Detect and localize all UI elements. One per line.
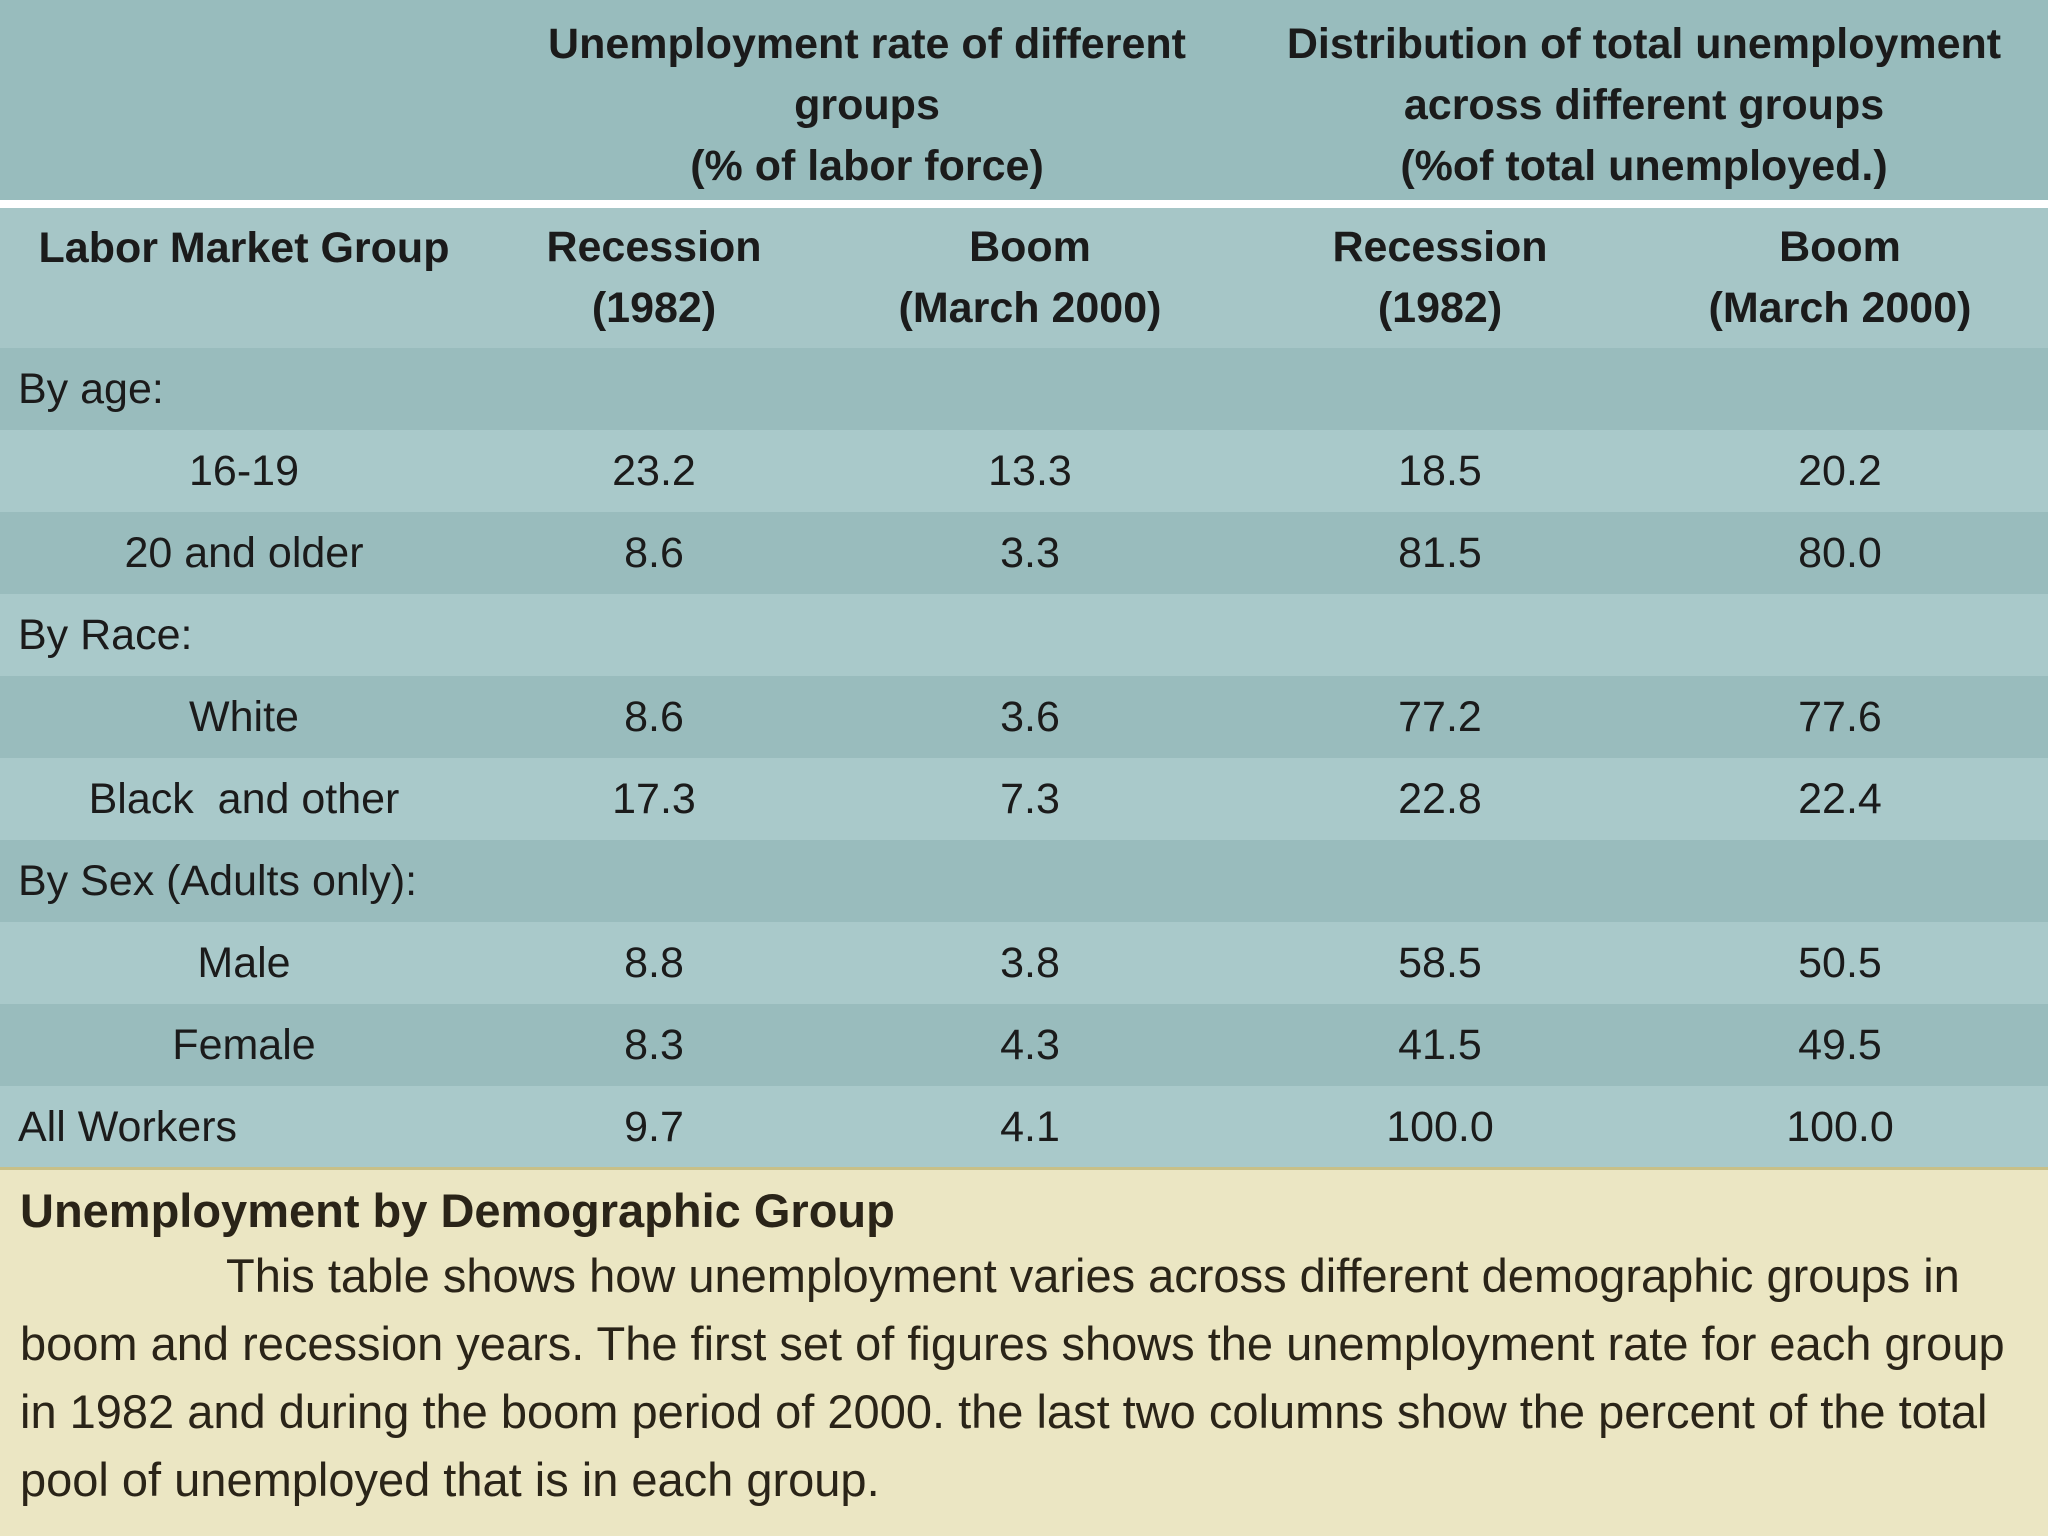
cell-distribution-boom: 20.2 — [1798, 446, 1882, 495]
cell-rate-recession: 8.6 — [624, 528, 684, 577]
cell-rate-recession: 8.3 — [624, 1020, 684, 1069]
cell-distribution-boom: 80.0 — [1798, 528, 1882, 577]
cell-rate-recession: 17.3 — [612, 774, 696, 823]
row-label: Black and other — [88, 774, 400, 823]
section-label: By Race: — [18, 610, 193, 659]
unemployment-table: Unemployment rate of different groups (%… — [0, 0, 2048, 1168]
row-label: White — [189, 692, 299, 741]
section-label: By Sex (Adults only): — [18, 856, 418, 905]
table-row: 16-19 23.2 13.3 18.5 20.2 — [0, 430, 2048, 512]
table-row: 20 and older 8.6 3.3 81.5 80.0 — [0, 512, 2048, 594]
cell-distribution-recession: 58.5 — [1398, 938, 1482, 987]
group-header-distribution: Distribution of total unemployment acros… — [1286, 19, 2002, 190]
cell-rate-recession: 8.6 — [624, 692, 684, 741]
cell-distribution-recession: 81.5 — [1398, 528, 1482, 577]
cell-distribution-boom: 100.0 — [1786, 1102, 1894, 1151]
column-header-rate-recession: Recession (1982) — [546, 223, 762, 332]
section-row-age: By age: — [0, 348, 2048, 430]
cell-distribution-recession: 22.8 — [1398, 774, 1482, 823]
cell-distribution-boom: 22.4 — [1798, 774, 1882, 823]
cell-rate-boom: 7.3 — [1000, 774, 1060, 823]
cell-rate-boom: 4.1 — [1000, 1102, 1060, 1151]
cell-rate-boom: 3.8 — [1000, 938, 1060, 987]
row-label: Female — [172, 1020, 316, 1069]
group-header-unemployment-rate: Unemployment rate of different groups (%… — [548, 19, 1186, 190]
column-header-rate-boom: Boom (March 2000) — [898, 223, 1162, 332]
header-divider — [0, 200, 2048, 208]
cell-rate-boom: 3.3 — [1000, 528, 1060, 577]
section-row-race: By Race: — [0, 594, 2048, 676]
section-row-sex: By Sex (Adults only): — [0, 840, 2048, 922]
cell-distribution-recession: 77.2 — [1398, 692, 1482, 741]
column-header-distribution-recession: Recession (1982) — [1332, 223, 1548, 332]
cell-rate-boom: 13.3 — [988, 446, 1072, 495]
table-row: Female 8.3 4.3 41.5 49.5 — [0, 1004, 2048, 1086]
row-label: Male — [197, 938, 291, 987]
cell-distribution-boom: 77.6 — [1798, 692, 1882, 741]
table-row: White 8.6 3.6 77.2 77.6 — [0, 676, 2048, 758]
table-row: Male 8.8 3.8 58.5 50.5 — [0, 922, 2048, 1004]
cell-rate-recession: 23.2 — [612, 446, 696, 495]
row-label: All Workers — [18, 1102, 238, 1151]
caption-body: This table shows how unemployment varies… — [20, 1249, 2005, 1506]
total-row: All Workers 9.7 4.1 100.0 100.0 — [0, 1086, 2048, 1168]
cell-distribution-recession: 41.5 — [1398, 1020, 1482, 1069]
caption-box: Unemployment by Demographic Group This t… — [0, 1167, 2048, 1536]
cell-rate-boom: 4.3 — [1000, 1020, 1060, 1069]
caption-title: Unemployment by Demographic Group — [20, 1184, 895, 1237]
cell-distribution-boom: 50.5 — [1798, 938, 1882, 987]
column-header-labor-market-group: Labor Market Group — [38, 224, 450, 272]
column-header-distribution-boom: Boom (March 2000) — [1708, 223, 1972, 332]
cell-distribution-recession: 18.5 — [1398, 446, 1482, 495]
section-label: By age: — [18, 364, 164, 413]
table-group-header-row: Unemployment rate of different groups (%… — [0, 0, 2048, 200]
cell-distribution-boom: 49.5 — [1798, 1020, 1882, 1069]
table-row: Black and other 17.3 7.3 22.8 22.4 — [0, 758, 2048, 840]
cell-rate-recession: 9.7 — [624, 1102, 684, 1151]
table-subheader-row: Labor Market Group Recession (1982) Boom… — [0, 208, 2048, 348]
row-label: 20 and older — [124, 528, 364, 577]
row-label: 16-19 — [189, 446, 299, 495]
cell-distribution-recession: 100.0 — [1386, 1102, 1494, 1151]
cell-rate-recession: 8.8 — [624, 938, 684, 987]
cell-rate-boom: 3.6 — [1000, 692, 1060, 741]
